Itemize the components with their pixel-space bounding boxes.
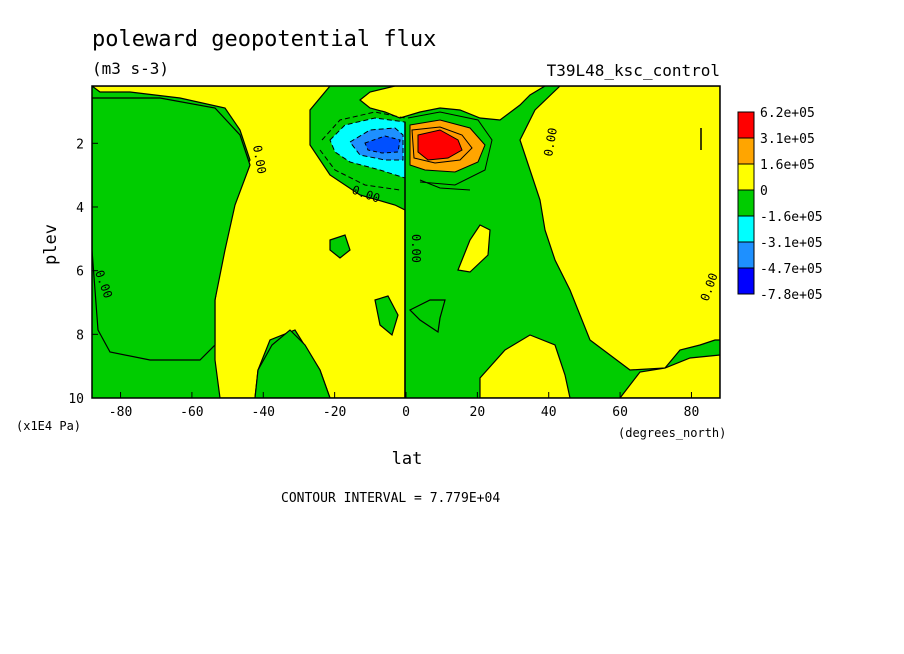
y-tick-label: 10	[68, 392, 84, 407]
x-tick-label: 0	[402, 405, 410, 420]
positive-region-top-center	[359, 86, 547, 121]
y-axis-label: plev	[41, 224, 61, 265]
x-tick-label: -20	[323, 405, 346, 420]
dashed-contours-neg	[319, 111, 406, 191]
negative-island-mid	[374, 295, 399, 337]
colorbar-label: 0	[760, 184, 768, 199]
colorbar-label: 3.1e+05	[760, 132, 815, 147]
colorbar-label: -7.8e+05	[760, 288, 823, 303]
red-core	[417, 129, 463, 161]
positive-island-right-small	[457, 224, 491, 273]
negative-island-small	[329, 234, 351, 259]
colorbar-label: -3.1e+05	[760, 236, 823, 251]
x-axis-units: (degrees_north)	[618, 426, 726, 440]
x-tick-label: 60	[612, 405, 628, 420]
colorbar-swatch	[737, 267, 755, 295]
plot-area: 0.00 0.00 0.00 0.00 0.00 0.00	[91, 85, 721, 399]
x-tick-label: -40	[252, 405, 275, 420]
contour-interval-label: CONTOUR INTERVAL = 7.779E+04	[281, 491, 500, 506]
y-axis-units: (x1E4 Pa)	[16, 419, 81, 433]
x-tick-label: 80	[684, 405, 700, 420]
negative-island-bottom-left	[254, 329, 331, 398]
colorbar-label: 1.6e+05	[760, 158, 815, 173]
colorbar-swatch	[737, 137, 755, 165]
y-tick-label: 8	[76, 328, 84, 343]
x-tick-label: 20	[470, 405, 486, 420]
colorbar-label: 6.2e+05	[760, 106, 815, 121]
x-axis-label: lat	[392, 449, 423, 469]
y-tick-label: 2	[76, 137, 84, 152]
y-tick-label: 4	[76, 201, 84, 216]
positive-region-right	[519, 86, 720, 371]
contour-label: 0.00	[541, 127, 560, 158]
negative-island-left	[92, 97, 251, 361]
x-tick-label: 40	[541, 405, 557, 420]
y-tick-label: 6	[76, 265, 84, 280]
colorbar-swatch	[737, 111, 755, 139]
run-label: T39L48_ksc_control	[547, 61, 720, 80]
colorbar-legend: 6.2e+05 3.1e+05 1.6e+05 0 -1.6e+05 -3.1e+05 -4…	[737, 106, 823, 303]
x-tick-label: -80	[109, 405, 132, 420]
colorbar-swatch	[737, 189, 755, 217]
colorbar-label: -4.7e+05	[760, 262, 823, 277]
positive-region-bottom-right	[479, 334, 571, 398]
colorbar-swatch	[737, 215, 755, 243]
positive-region-bottom-far-right	[619, 354, 720, 398]
colorbar-swatch	[737, 163, 755, 191]
colorbar-swatch	[737, 241, 755, 269]
x-axis: -80 -60 -40 -20 0 20 40 60 80	[109, 392, 699, 420]
chart-units: (m3 s-3)	[92, 59, 169, 78]
contour-label: 0.00	[250, 144, 269, 175]
solid-contours-pos	[407, 111, 493, 191]
contour-label: 0.00	[409, 234, 423, 263]
x-tick-label: -60	[180, 405, 203, 420]
chart-title: poleward geopotential flux	[92, 27, 436, 52]
dark-blue-core	[364, 135, 401, 154]
negative-island-mid2	[408, 299, 446, 334]
colorbar-label: -1.6e+05	[760, 210, 823, 225]
y-axis: 2 4 6 8 10	[68, 137, 98, 407]
